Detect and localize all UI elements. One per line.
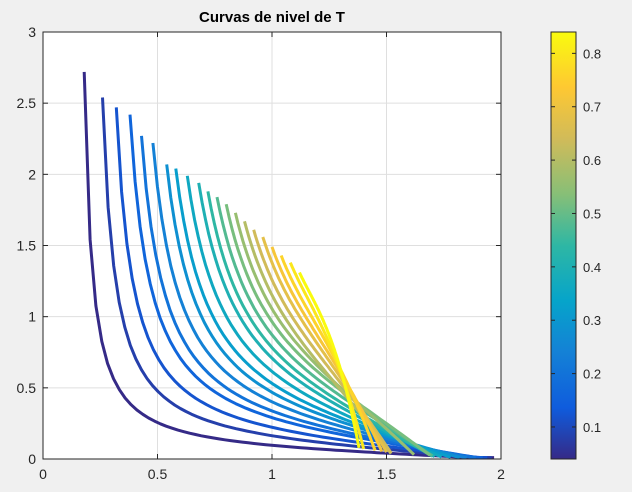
y-tick-label: 3 (28, 24, 36, 40)
x-tick-label: 2 (497, 466, 505, 482)
x-tick-label: 0 (39, 466, 47, 482)
x-tick-label: 1 (268, 466, 276, 482)
colorbar-tick-label: 0.7 (583, 100, 601, 115)
colorbar-tick-label: 0.4 (583, 260, 601, 275)
colorbar-tick-label: 0.2 (583, 367, 601, 382)
contour-line (206, 191, 434, 458)
y-tick-label: 1 (28, 309, 36, 325)
colorbar (550, 31, 577, 460)
colorbar-tick-label: 0.5 (583, 206, 601, 221)
y-tick-label: 1.5 (17, 238, 37, 254)
colorbar-tick-label: 0.3 (583, 313, 601, 328)
y-tick-label: 2.5 (17, 95, 37, 111)
x-tick-label: 1.5 (377, 466, 397, 482)
chart-title: Curvas de nivel de T (199, 9, 345, 26)
contour-line (279, 254, 377, 451)
contour-line (270, 246, 384, 453)
x-tick-label: 0.5 (148, 466, 168, 482)
axis-ticks: 0 0.5 1 1.5 2 0 0.5 1 1.5 2 2.5 3 (17, 24, 506, 482)
y-tick-label: 0.5 (17, 380, 37, 396)
contour-line (298, 271, 361, 449)
y-tick-label: 2 (28, 166, 36, 182)
contour-line (82, 71, 495, 460)
colorbar-tick-label: 0.8 (583, 46, 601, 61)
colorbar-ticks: 0.1 0.2 0.3 0.4 0.5 0.6 0.7 0.8 (551, 46, 601, 435)
contour-line (224, 203, 431, 457)
colorbar-tick-label: 0.6 (583, 153, 601, 168)
contour-lines (82, 71, 495, 460)
y-tick-label: 0 (28, 451, 36, 467)
colorbar-tick-label: 0.1 (583, 420, 601, 435)
